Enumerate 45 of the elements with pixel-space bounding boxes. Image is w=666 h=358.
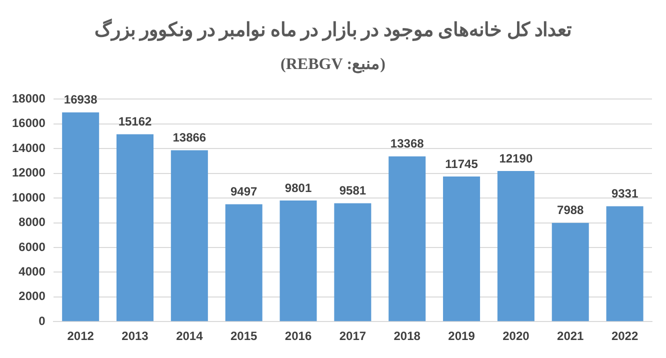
x-tick-label: 2013 [122,329,149,344]
data-label: 13866 [172,130,206,145]
x-tick-label: 2014 [176,329,204,344]
data-label: 9331 [611,186,638,201]
bar [497,170,534,322]
data-label: 7988 [557,203,584,218]
data-label: 9581 [339,184,366,198]
x-tick-label: 2015 [230,329,258,344]
bar [280,200,317,322]
x-tick-label: 2021 [557,329,584,344]
bar [116,134,154,322]
bar [443,176,480,322]
x-tick-label: 2016 [284,329,312,344]
y-tick-label: 16000 [12,116,46,130]
x-tick-label: 2017 [339,329,366,344]
data-label: 15162 [118,114,152,129]
y-tick-label: 18000 [12,92,46,106]
x-tick-label: 2020 [502,329,530,344]
y-tick-label: 0 [38,314,46,328]
data-label: 9497 [230,184,258,199]
data-label: 13368 [390,136,424,151]
x-tick-label: 2022 [611,329,638,344]
bar [388,156,426,322]
x-tick-label: 2019 [448,329,476,344]
bar [170,150,208,322]
x-tick-label: 2018 [394,329,421,344]
chart-subtitle: (منبع: REBGV) [280,55,386,76]
bar [225,204,262,322]
data-label: 12190 [499,151,533,166]
y-tick-label: 14000 [12,140,46,155]
chart-title: تعداد کل خانه‌های موجود در بازار در ماه نوامبر در ونکوور بزرگ [93,18,573,43]
bar [552,222,589,322]
y-tick-label: 6000 [18,240,46,254]
y-tick-label: 10000 [12,190,46,204]
bar [334,203,372,322]
bar [606,206,644,322]
y-tick-label: 2000 [18,289,46,304]
data-label: 16938 [64,92,98,107]
y-tick-label: 4000 [18,264,46,278]
data-label: 11745 [445,156,478,171]
y-tick-label: 12000 [12,166,46,180]
bar [62,112,100,322]
x-tick-label: 2012 [67,329,94,344]
y-tick-label: 8000 [18,215,46,230]
data-label: 9801 [284,180,312,195]
